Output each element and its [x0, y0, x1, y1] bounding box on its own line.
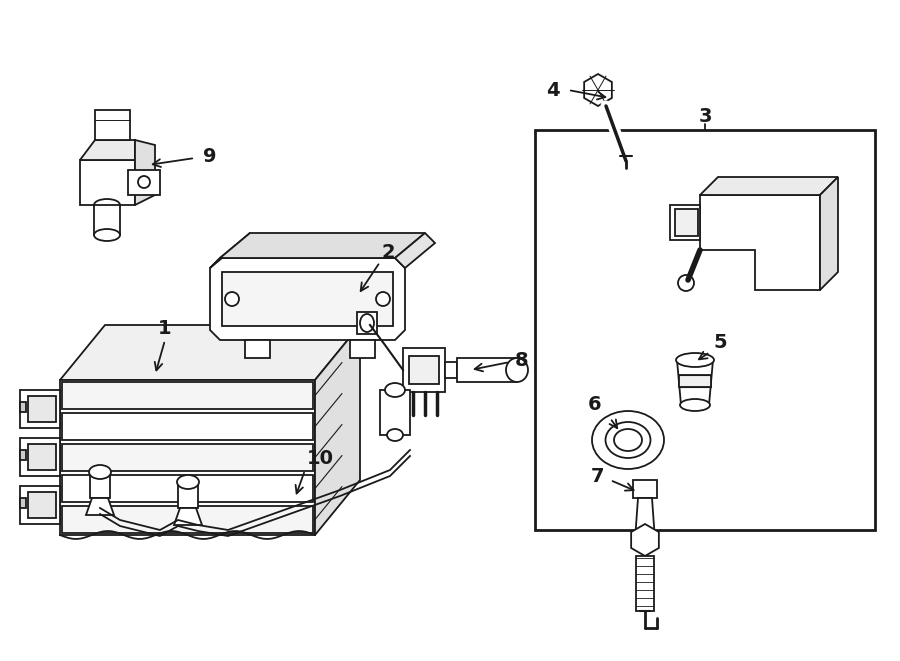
Polygon shape: [820, 177, 838, 290]
Ellipse shape: [360, 314, 374, 332]
Polygon shape: [178, 482, 198, 508]
Polygon shape: [28, 492, 56, 518]
Polygon shape: [86, 498, 114, 515]
Circle shape: [376, 292, 390, 306]
Bar: [62, 506, 313, 533]
Polygon shape: [210, 233, 250, 268]
Ellipse shape: [94, 229, 120, 241]
Ellipse shape: [89, 465, 111, 479]
Circle shape: [138, 176, 150, 188]
Polygon shape: [350, 340, 375, 358]
Bar: [535, 130, 875, 530]
Polygon shape: [20, 390, 60, 428]
Ellipse shape: [592, 411, 664, 469]
Text: 3: 3: [698, 106, 712, 126]
Polygon shape: [128, 170, 160, 195]
Polygon shape: [95, 110, 130, 140]
Circle shape: [678, 275, 694, 291]
Polygon shape: [631, 524, 659, 556]
Text: 8: 8: [515, 350, 529, 369]
Bar: [633, 480, 657, 498]
Bar: [62, 382, 313, 409]
Polygon shape: [222, 272, 393, 326]
Circle shape: [225, 292, 239, 306]
Polygon shape: [60, 325, 360, 380]
Polygon shape: [675, 209, 698, 236]
Polygon shape: [135, 140, 155, 205]
Polygon shape: [210, 258, 405, 340]
Text: 1: 1: [158, 319, 172, 338]
Bar: [62, 413, 313, 440]
Ellipse shape: [506, 358, 528, 382]
Ellipse shape: [614, 429, 642, 451]
Ellipse shape: [94, 199, 120, 211]
Polygon shape: [220, 233, 425, 258]
Polygon shape: [20, 438, 60, 476]
Polygon shape: [90, 472, 110, 498]
Polygon shape: [409, 356, 439, 384]
Ellipse shape: [387, 429, 403, 441]
Polygon shape: [20, 450, 26, 460]
Ellipse shape: [680, 399, 710, 411]
Bar: [679, 375, 711, 387]
Text: 5: 5: [713, 332, 727, 352]
Polygon shape: [60, 380, 315, 535]
Ellipse shape: [676, 353, 714, 367]
Polygon shape: [315, 325, 360, 535]
Polygon shape: [20, 486, 60, 524]
Polygon shape: [28, 444, 56, 470]
Bar: [94, 205, 120, 235]
Polygon shape: [20, 498, 26, 508]
Text: 4: 4: [546, 81, 560, 100]
Polygon shape: [20, 402, 26, 412]
Polygon shape: [80, 140, 135, 160]
Bar: [457, 358, 517, 382]
Text: 10: 10: [307, 449, 334, 467]
Polygon shape: [403, 348, 445, 392]
Polygon shape: [670, 205, 700, 240]
Bar: [357, 312, 377, 334]
Bar: [380, 390, 410, 435]
Text: 7: 7: [591, 467, 605, 485]
Ellipse shape: [385, 383, 405, 397]
Polygon shape: [245, 340, 270, 358]
Bar: [62, 475, 313, 502]
Polygon shape: [80, 160, 135, 205]
Polygon shape: [395, 233, 435, 268]
Bar: [636, 556, 654, 611]
Polygon shape: [28, 396, 56, 422]
Polygon shape: [174, 508, 202, 525]
Polygon shape: [635, 498, 655, 540]
Ellipse shape: [606, 422, 651, 458]
Polygon shape: [584, 74, 612, 106]
Polygon shape: [677, 360, 713, 405]
Polygon shape: [700, 195, 820, 290]
Bar: [445, 362, 457, 378]
Text: 9: 9: [203, 147, 217, 165]
Text: 2: 2: [382, 243, 395, 262]
Ellipse shape: [177, 475, 199, 489]
Bar: [62, 444, 313, 471]
Text: 6: 6: [589, 395, 602, 414]
Polygon shape: [700, 177, 838, 195]
